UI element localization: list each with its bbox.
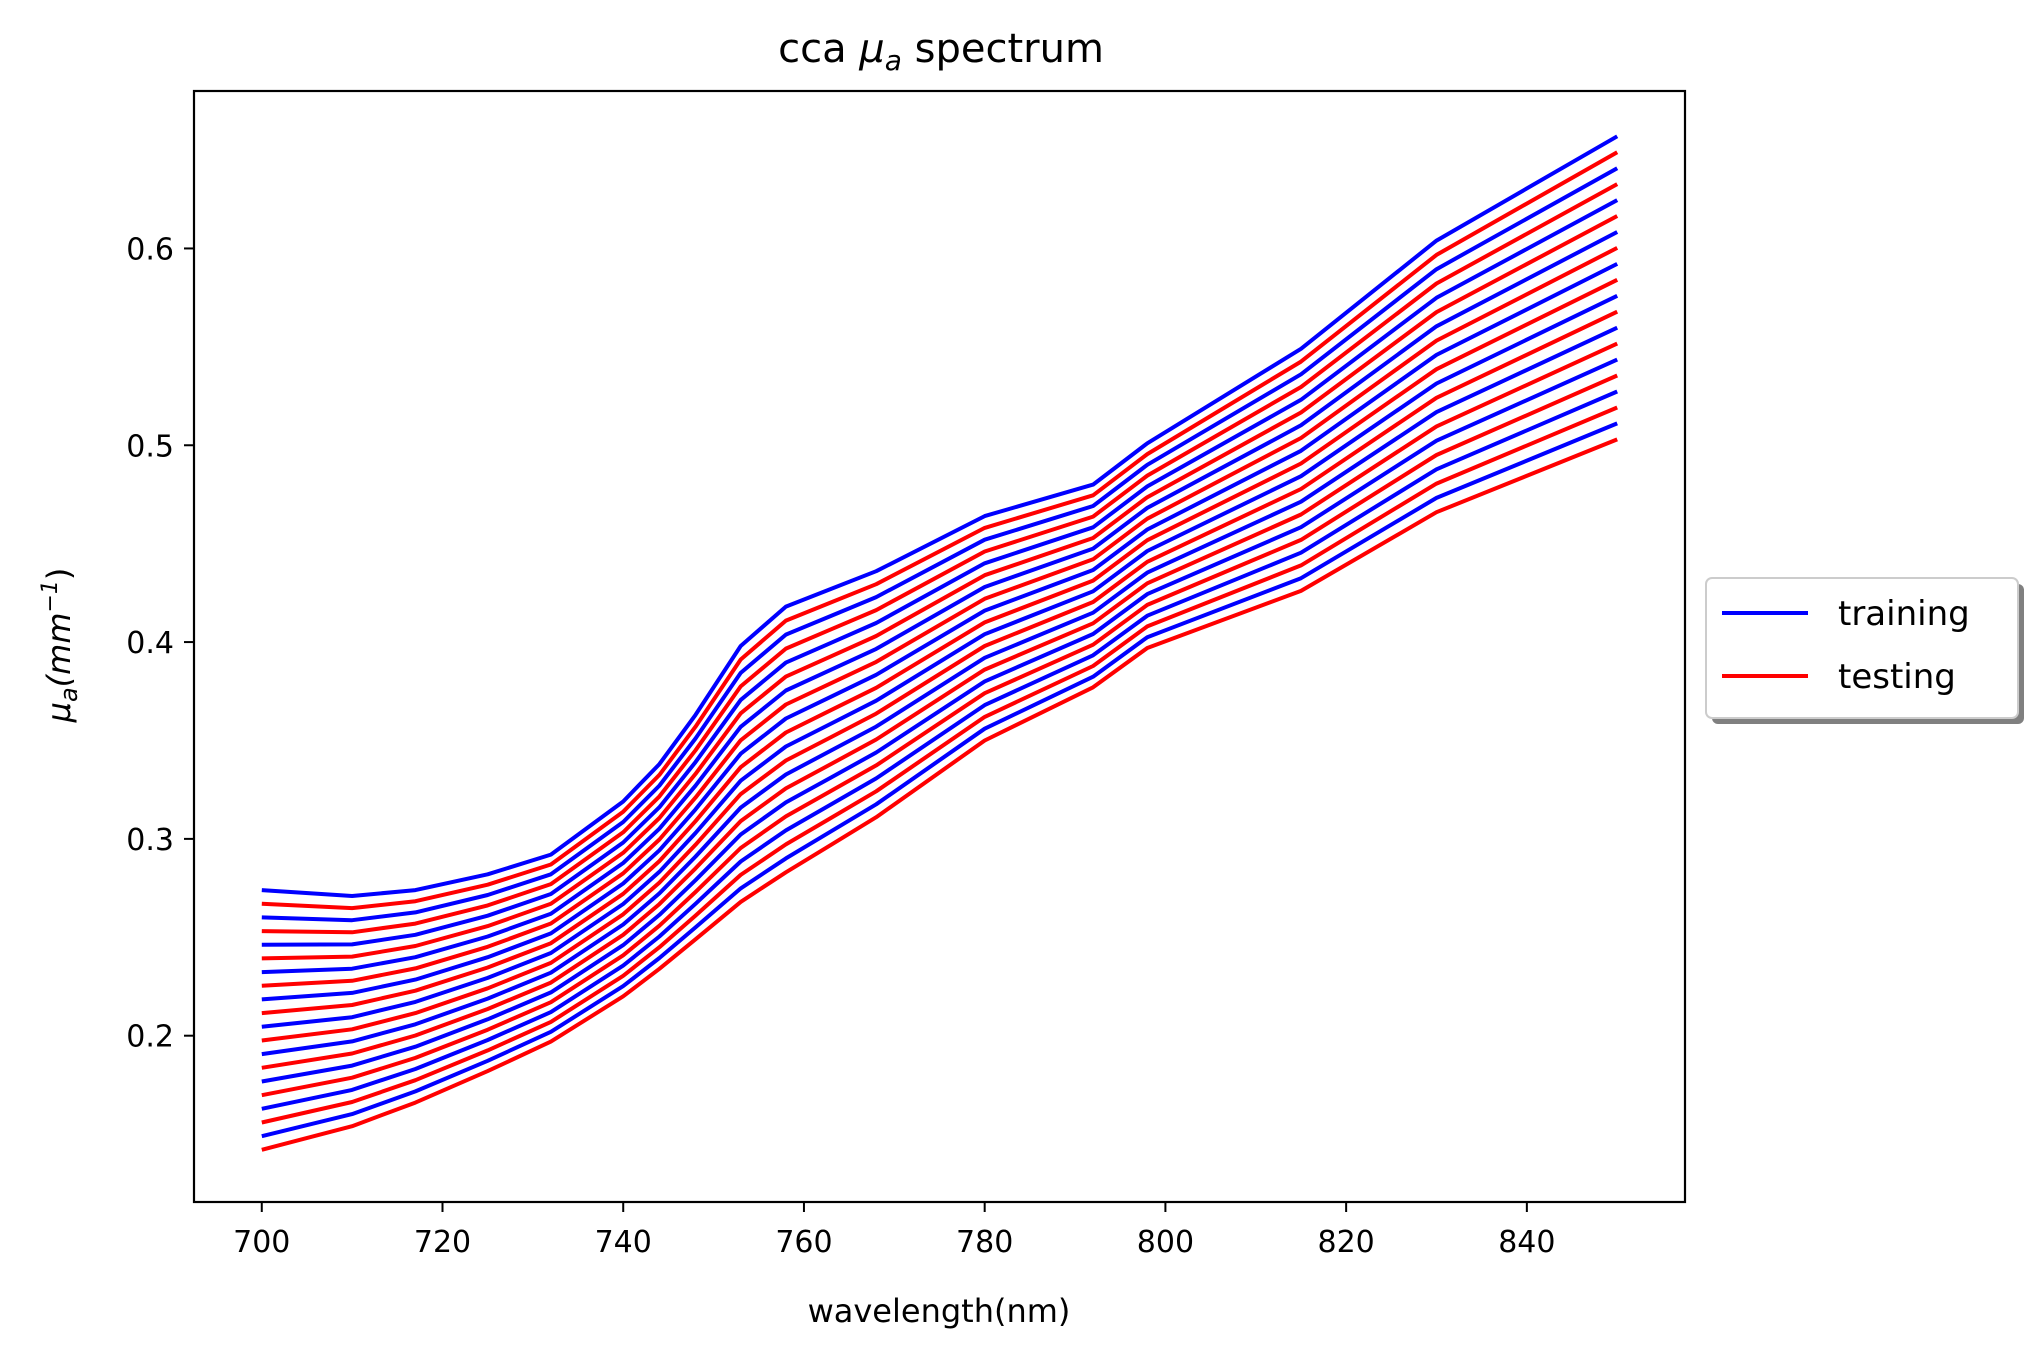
x-tick-label-800: 800 bbox=[1137, 1225, 1194, 1260]
x-axis: 700 720 740 760 780 800 820 840 bbox=[233, 1202, 1555, 1260]
x-tick-label-700: 700 bbox=[233, 1225, 290, 1260]
x-tick-label-720: 720 bbox=[414, 1225, 471, 1260]
series-line-training-10 bbox=[261, 294, 1619, 1029]
x-tick-label-760: 760 bbox=[775, 1225, 832, 1260]
series-line-testing-5 bbox=[261, 214, 1619, 961]
x-tick-label-780: 780 bbox=[956, 1225, 1013, 1260]
legend-item-training: training bbox=[1722, 594, 1970, 634]
series-line-training-12 bbox=[261, 325, 1619, 1057]
y-tick-label-0.5: 0.5 bbox=[126, 429, 174, 464]
x-tick-label-840: 840 bbox=[1498, 1225, 1555, 1260]
series-line-testing-9 bbox=[261, 278, 1619, 1016]
x-tick-label-740: 740 bbox=[595, 1225, 652, 1260]
series-line-testing-13 bbox=[261, 341, 1619, 1070]
series-line-training-8 bbox=[261, 262, 1619, 1002]
series-line-testing-3 bbox=[261, 182, 1619, 935]
series-line-training-0 bbox=[261, 134, 1619, 898]
series-line-training-14 bbox=[261, 357, 1619, 1084]
legend: training testing bbox=[1705, 577, 2024, 724]
series-line-training-16 bbox=[261, 389, 1618, 1111]
x-tick-label-820: 820 bbox=[1318, 1225, 1375, 1260]
chart-title: cca μa spectrum bbox=[778, 26, 1104, 77]
series-line-testing-17 bbox=[261, 405, 1618, 1125]
series-line-testing-15 bbox=[261, 373, 1619, 1098]
y-tick-label-0.2: 0.2 bbox=[126, 1020, 174, 1055]
series-line-training-6 bbox=[261, 230, 1619, 975]
series-group bbox=[261, 134, 1619, 1152]
series-line-training-4 bbox=[261, 198, 1619, 947]
y-tick-label-0.3: 0.3 bbox=[126, 823, 174, 858]
series-line-testing-7 bbox=[261, 246, 1619, 988]
y-axis-label: μa(mm−1) bbox=[38, 568, 83, 724]
series-line-testing-19 bbox=[261, 437, 1618, 1152]
legend-label-testing: testing bbox=[1838, 657, 1956, 697]
y-axis: 0.2 0.3 0.4 0.5 0.6 bbox=[126, 232, 194, 1055]
legend-label-training: training bbox=[1838, 594, 1970, 634]
series-line-testing-11 bbox=[261, 309, 1619, 1043]
y-tick-label-0.6: 0.6 bbox=[126, 232, 174, 267]
y-tick-label-0.4: 0.4 bbox=[126, 626, 174, 661]
series-line-training-18 bbox=[261, 421, 1618, 1139]
legend-item-testing: testing bbox=[1722, 657, 1956, 697]
plot-area-frame bbox=[192, 89, 1687, 1204]
series-line-testing-1 bbox=[261, 150, 1619, 911]
series-line-training-2 bbox=[261, 166, 1619, 923]
x-axis-label: wavelength(nm) bbox=[808, 1292, 1071, 1330]
